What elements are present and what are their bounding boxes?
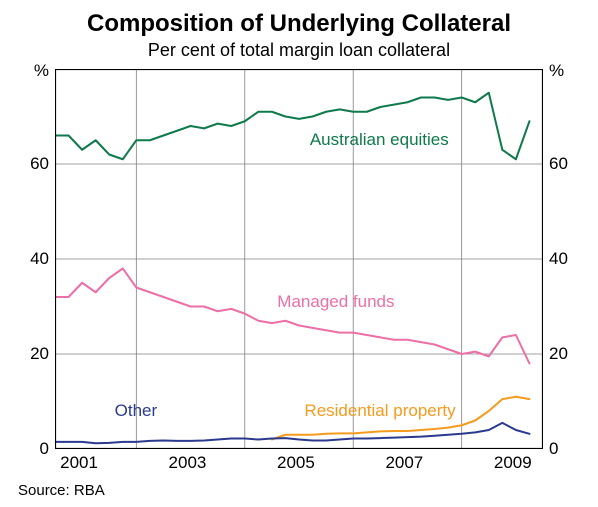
series-label-other: Other bbox=[115, 401, 158, 421]
y-tick-right: 20 bbox=[549, 344, 568, 364]
series-label-residential-property: Residential property bbox=[304, 401, 455, 421]
chart-subtitle: Per cent of total margin loan collateral bbox=[0, 38, 598, 61]
y-tick-right: 60 bbox=[549, 154, 568, 174]
chart-container: Composition of Underlying Collateral Per… bbox=[0, 0, 598, 507]
x-tick: 2007 bbox=[385, 453, 423, 473]
x-tick: 2001 bbox=[60, 453, 98, 473]
x-tick: 2009 bbox=[494, 453, 532, 473]
y-unit-left: % bbox=[34, 61, 49, 81]
chart-source: Source: RBA bbox=[18, 482, 105, 499]
series-label-australian-equities: Australian equities bbox=[310, 130, 449, 150]
y-tick-left: 20 bbox=[30, 344, 49, 364]
chart-title: Composition of Underlying Collateral bbox=[0, 0, 598, 38]
y-tick-left: 60 bbox=[30, 154, 49, 174]
series-label-managed-funds: Managed funds bbox=[277, 292, 394, 312]
y-tick-left: 0 bbox=[40, 439, 49, 459]
chart-svg bbox=[55, 69, 543, 449]
plot-area: 00202040406060%%20012003200520072009Aust… bbox=[55, 69, 543, 449]
x-tick: 2005 bbox=[277, 453, 315, 473]
y-tick-left: 40 bbox=[30, 249, 49, 269]
y-tick-right: 40 bbox=[549, 249, 568, 269]
x-tick: 2003 bbox=[169, 453, 207, 473]
y-unit-right: % bbox=[549, 61, 564, 81]
y-tick-right: 0 bbox=[549, 439, 558, 459]
